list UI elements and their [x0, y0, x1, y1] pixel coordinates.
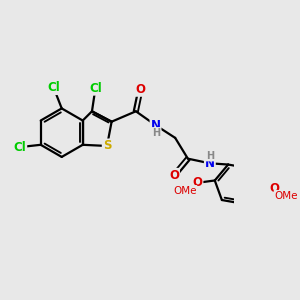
- Text: O: O: [269, 182, 279, 195]
- Text: Cl: Cl: [47, 81, 60, 94]
- Text: OMe: OMe: [274, 191, 298, 201]
- Text: Cl: Cl: [14, 141, 26, 154]
- Text: O: O: [169, 169, 179, 182]
- Text: H: H: [152, 128, 160, 138]
- Text: Cl: Cl: [89, 82, 102, 95]
- Text: H: H: [206, 151, 214, 161]
- Text: O: O: [192, 176, 203, 189]
- Text: OMe: OMe: [173, 186, 196, 196]
- Text: N: N: [205, 157, 215, 170]
- Text: N: N: [151, 119, 160, 132]
- Text: S: S: [103, 140, 111, 152]
- Text: O: O: [136, 83, 146, 96]
